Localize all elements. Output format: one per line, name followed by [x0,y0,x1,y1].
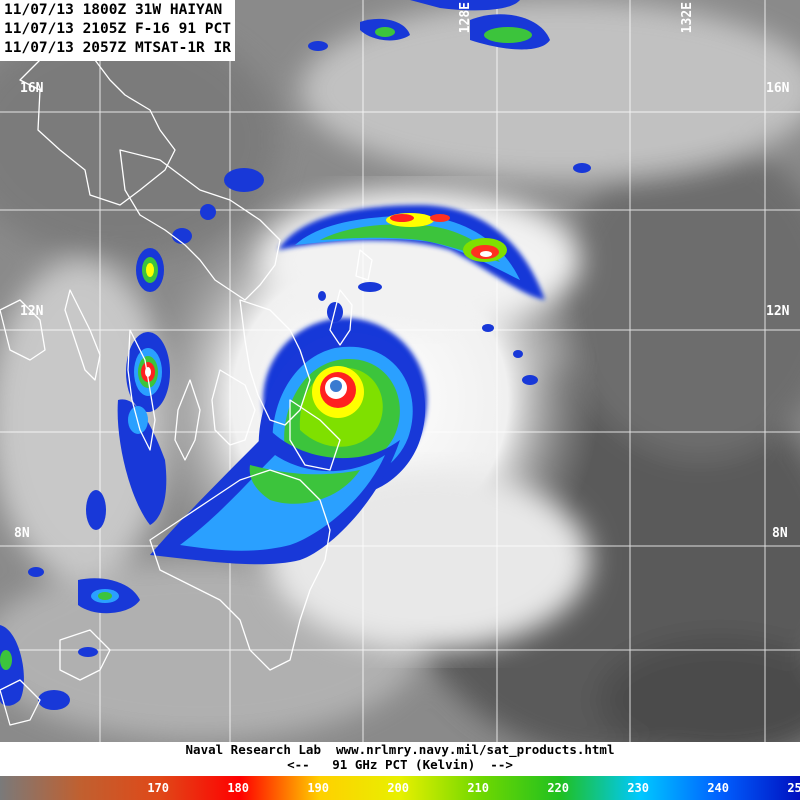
lat-label-12n-right: 12N [766,304,790,319]
color-scale-tick-label: 220 [547,781,569,795]
color-scale-segment: 200 [320,776,409,800]
lat-label-8n-right: 8N [772,526,788,541]
color-scale-segment: 210 [400,776,489,800]
color-scale-segment: 220 [480,776,569,800]
satellite-image [0,0,800,742]
color-scale-segment: 190 [240,776,329,800]
lon-label-132e: 132E [680,2,695,34]
color-scale-tick-label: 190 [307,781,329,795]
lat-label-16n-left: 16N [20,81,44,96]
color-scale-tick-label: 240 [707,781,729,795]
header-line-2: 11/07/13 2105Z F-16 91 PCT [4,21,231,37]
color-scale-tick-label: 230 [627,781,649,795]
color-scale-segment: 170 [80,776,169,800]
credit-text: Naval Research Lab www.nrlmry.navy.mil/s… [185,742,615,757]
color-scale-tick-label: 170 [147,781,169,795]
lat-label-8n-left: 8N [14,526,30,541]
color-scale-tick-label: 250 [787,781,800,795]
color-scale-tick-label: 180 [227,781,249,795]
color-scale-tick-label: 210 [467,781,489,795]
header-line-3: 11/07/13 2057Z MTSAT-1R IR [4,40,231,56]
color-scale-segment: 250 [720,776,800,800]
color-scale-segment: 240 [640,776,729,800]
header-line-1: 11/07/13 1800Z 31W HAIYAN [4,2,223,18]
lat-label-12n-left: 12N [20,304,44,319]
color-scale-segment [0,776,80,800]
color-scale-segment: 230 [560,776,649,800]
color-scale-bar: 170 180 190 200 210 220 230 240 250 [0,776,800,800]
credit-footer: Naval Research Lab www.nrlmry.navy.mil/s… [0,742,800,776]
image-header: 11/07/13 1800Z 31W HAIYAN 11/07/13 2105Z … [0,0,235,61]
color-scale-tick-label: 200 [387,781,409,795]
lat-label-16n-right: 16N [766,81,790,96]
color-scale-segment: 180 [160,776,249,800]
units-text: <-- 91 GHz PCT (Kelvin) --> [287,757,513,772]
lon-label-128e: 128E [458,2,473,34]
